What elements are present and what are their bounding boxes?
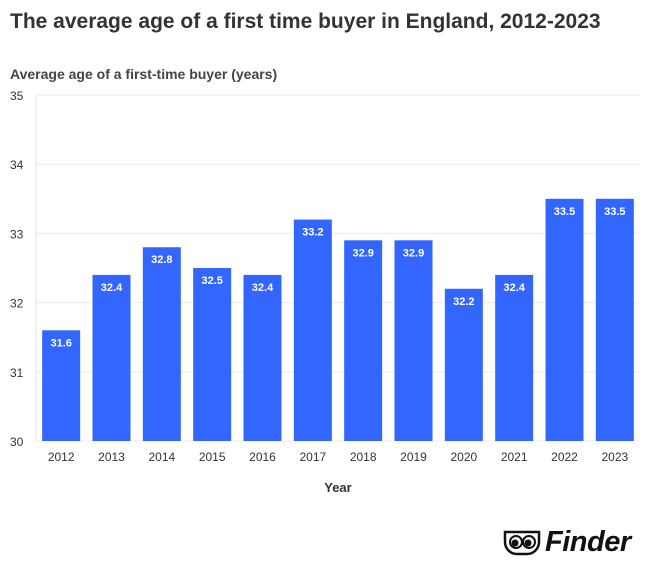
y-tick-label: 32 [10,297,24,311]
data-label: 33.5 [554,206,575,218]
bar-2015 [193,268,232,441]
y-tick-label: 30 [10,435,24,449]
bar-2016 [243,274,282,441]
y-tick-label: 33 [10,227,24,241]
data-label: 32.4 [503,282,525,294]
data-label: 32.9 [403,247,424,259]
x-tick-label: 2012 [48,450,75,464]
y-tick-label: 34 [10,158,24,172]
bar-2019 [394,240,433,441]
x-tick-label: 2023 [601,450,628,464]
bar-2022 [545,198,584,441]
x-tick-label: 2020 [450,450,477,464]
x-tick-label: 2018 [350,450,377,464]
x-tick-label: 2014 [148,450,175,464]
data-label: 32.2 [453,296,474,308]
data-label: 32.5 [201,275,222,287]
x-tick-label: 2019 [400,450,427,464]
logo-text: Finder [545,526,631,558]
x-tick-label: 2021 [501,450,528,464]
eyes-icon [503,530,541,555]
bar-2023 [595,198,634,441]
x-tick-label: 2013 [98,450,125,464]
bar-2014 [142,247,181,441]
bar-2012 [42,330,81,441]
data-label: 32.4 [101,282,123,294]
data-label: 32.9 [352,247,373,259]
y-tick-label: 31 [10,366,24,380]
data-label: 33.2 [302,227,323,239]
data-label: 33.5 [604,206,625,218]
x-tick-label: 2017 [299,450,326,464]
data-label: 32.8 [151,254,172,266]
finder-logo: Finder [503,526,631,559]
bar-2018 [344,240,383,441]
bar-2020 [444,288,483,441]
data-label: 31.6 [50,337,71,349]
x-tick-label: 2022 [551,450,578,464]
x-tick-label: 2015 [199,450,226,464]
y-axis-label: Average age of a first-time buyer (years… [10,66,278,82]
data-label: 32.4 [252,282,274,294]
bar-2013 [92,274,131,441]
chart-title: The average age of a first time buyer in… [10,10,601,33]
x-tick-label: 2016 [249,450,276,464]
x-axis-label: Year [324,480,351,495]
bar-2017 [293,219,332,441]
bar-2021 [495,274,534,441]
y-tick-label: 35 [10,89,24,103]
